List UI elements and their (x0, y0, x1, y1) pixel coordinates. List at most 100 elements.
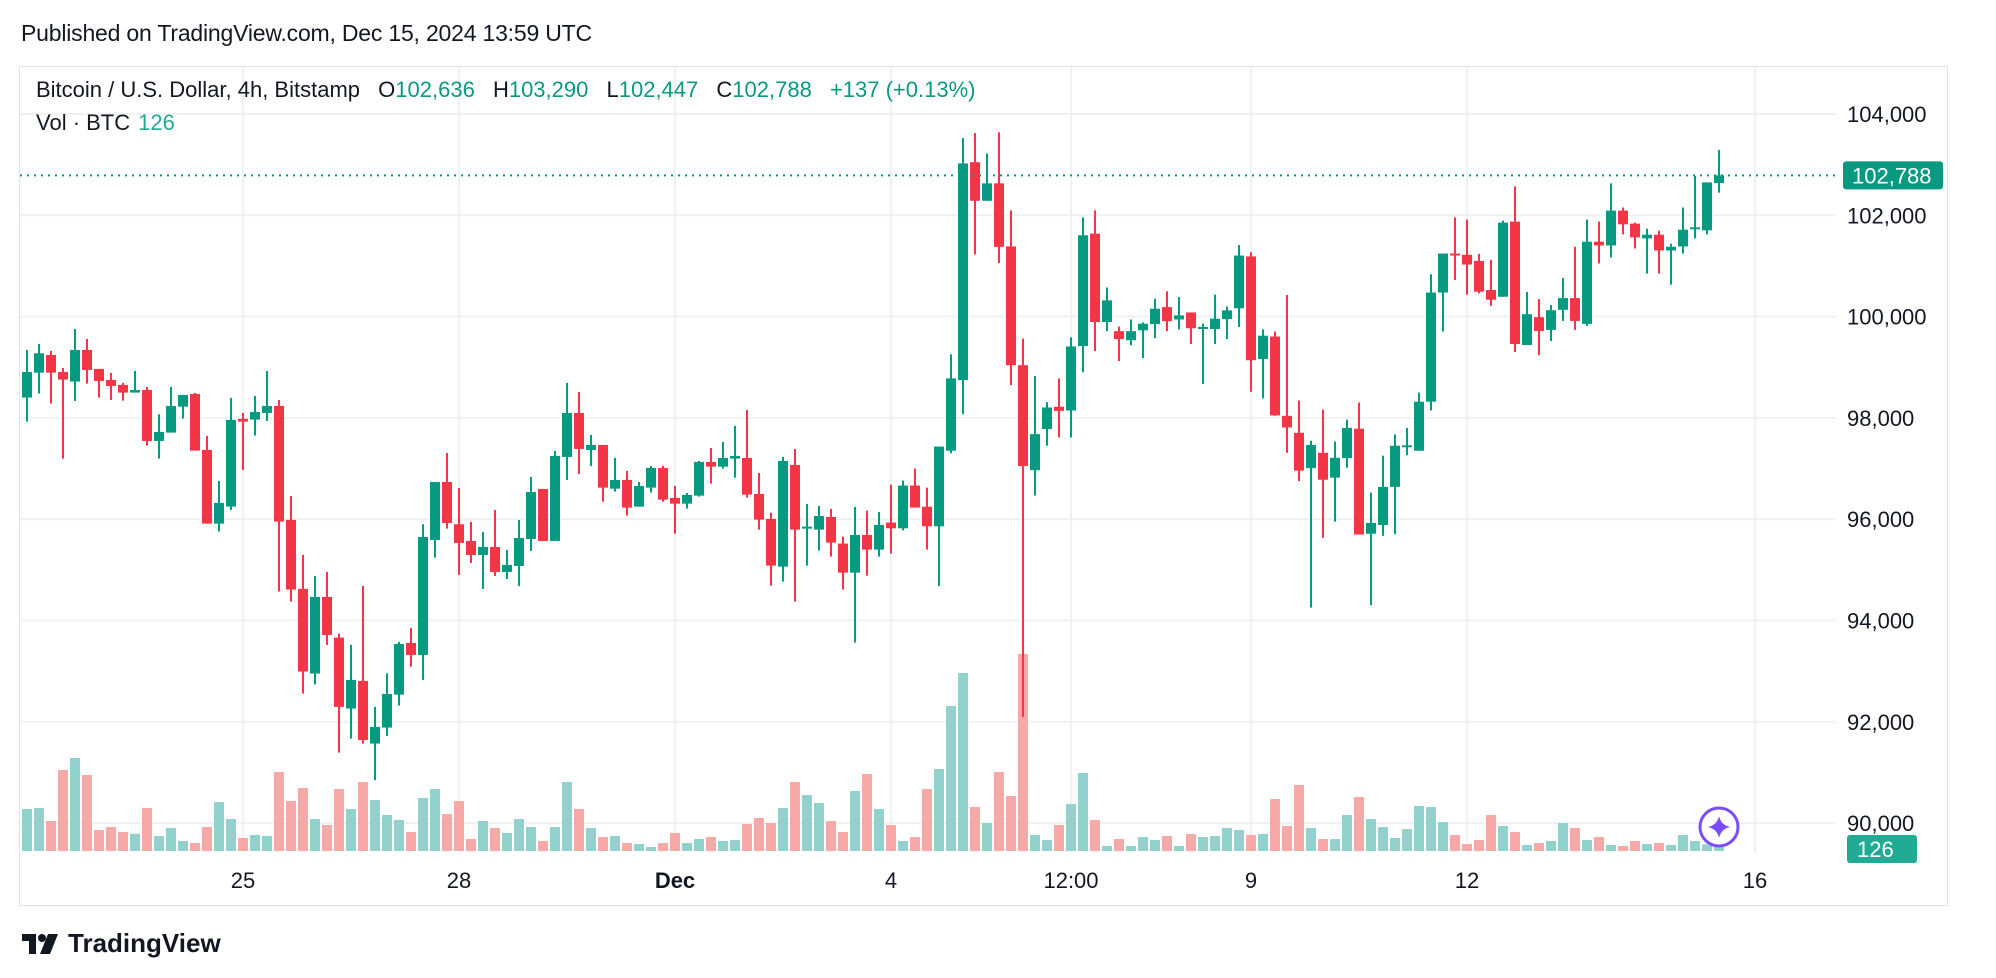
candle-body[interactable] (1450, 253, 1460, 256)
candle-body[interactable] (1534, 317, 1544, 331)
candle-body[interactable] (730, 455, 740, 459)
candle-body[interactable] (1402, 445, 1412, 448)
candle-body[interactable] (1054, 406, 1064, 411)
candle-body[interactable] (298, 588, 308, 672)
candle-body[interactable] (334, 637, 344, 707)
candle-body[interactable] (238, 418, 248, 422)
candle-body[interactable] (1090, 233, 1100, 323)
candle-body[interactable] (454, 524, 464, 543)
candle-body[interactable] (1498, 222, 1508, 297)
candle-body[interactable] (1678, 229, 1688, 247)
candle-body[interactable] (1426, 292, 1436, 402)
candle-body[interactable] (430, 481, 440, 540)
candle-body[interactable] (1438, 253, 1448, 293)
candle-body[interactable] (1546, 310, 1556, 330)
candle-body[interactable] (202, 449, 212, 524)
candle-body[interactable] (1078, 235, 1088, 347)
candle-body[interactable] (1126, 331, 1136, 341)
candle-body[interactable] (1618, 210, 1628, 225)
candle-body[interactable] (346, 679, 356, 709)
candle-body[interactable] (1594, 241, 1604, 246)
candle-body[interactable] (262, 405, 272, 413)
candle-body[interactable] (562, 412, 572, 457)
candle-body[interactable] (1378, 486, 1388, 526)
candle-body[interactable] (934, 446, 944, 527)
candle-body[interactable] (154, 431, 164, 441)
candle-body[interactable] (886, 522, 896, 529)
candle-body[interactable] (1138, 323, 1148, 331)
candle-body[interactable] (1330, 457, 1340, 478)
candle-body[interactable] (1630, 223, 1640, 238)
candle-body[interactable] (682, 494, 692, 504)
candle-body[interactable] (1702, 182, 1712, 231)
candle-body[interactable] (1522, 314, 1532, 346)
candle-body[interactable] (1714, 175, 1724, 184)
candle-body[interactable] (22, 371, 32, 398)
candle-body[interactable] (142, 389, 152, 441)
volume-legend-label[interactable]: Vol · BTC (36, 110, 131, 135)
candle-body[interactable] (1258, 335, 1268, 359)
candle-body[interactable] (1114, 331, 1124, 340)
candle-body[interactable] (1186, 312, 1196, 329)
candle-body[interactable] (946, 378, 956, 451)
candle-body[interactable] (898, 485, 908, 529)
candle-body[interactable] (622, 479, 632, 508)
candle-body[interactable] (166, 405, 176, 433)
candle-body[interactable] (106, 379, 116, 386)
candle-body[interactable] (1210, 318, 1220, 330)
candle-body[interactable] (70, 349, 80, 382)
candle-body[interactable] (1282, 415, 1292, 428)
candle-body[interactable] (598, 444, 608, 488)
candle-body[interactable] (118, 384, 128, 393)
candle-body[interactable] (1390, 445, 1400, 487)
candle-body[interactable] (1246, 256, 1256, 361)
candle-body[interactable] (466, 540, 476, 555)
candle-body[interactable] (322, 596, 332, 635)
candle-body[interactable] (634, 485, 644, 507)
candle-body[interactable] (718, 457, 728, 467)
candle-body[interactable] (826, 516, 836, 543)
candle-body[interactable] (1654, 234, 1664, 251)
candle-body[interactable] (1174, 315, 1184, 320)
candle-body[interactable] (214, 502, 224, 524)
candle-body[interactable] (1018, 365, 1028, 467)
candle-body[interactable] (1366, 522, 1376, 534)
candle-body[interactable] (754, 493, 764, 520)
candlestick-chart[interactable]: 104,000 102,000 100,000 98,000 96,000 94,000 9… (20, 67, 1949, 907)
candle-body[interactable] (1198, 326, 1208, 329)
candle-body[interactable] (1642, 234, 1652, 239)
candle-body[interactable] (1474, 260, 1484, 292)
candle-body[interactable] (1354, 428, 1364, 535)
candle-body[interactable] (958, 163, 968, 381)
candle-body[interactable] (550, 455, 560, 541)
candle-body[interactable] (850, 534, 860, 573)
candle-body[interactable] (1234, 255, 1244, 309)
candle-body[interactable] (802, 526, 812, 529)
candle-body[interactable] (358, 680, 368, 740)
candle-body[interactable] (922, 506, 932, 527)
candle-body[interactable] (58, 371, 68, 380)
candle-body[interactable] (1222, 310, 1232, 320)
candle-body[interactable] (814, 515, 824, 530)
candle-body[interactable] (502, 564, 512, 572)
candle-body[interactable] (790, 464, 800, 530)
candle-body[interactable] (574, 412, 584, 449)
candle-body[interactable] (250, 411, 260, 420)
candle-body[interactable] (1150, 308, 1160, 325)
candle-body[interactable] (1606, 210, 1616, 246)
chart-pane[interactable]: 104,000 102,000 100,000 98,000 96,000 94,000 9… (19, 66, 1948, 906)
candle-body[interactable] (910, 485, 920, 508)
candle-body[interactable] (310, 596, 320, 674)
candle-body[interactable] (190, 393, 200, 451)
candle-body[interactable] (862, 534, 872, 550)
candle-body[interactable] (94, 368, 104, 381)
candle-body[interactable] (286, 519, 296, 590)
candle-body[interactable] (874, 524, 884, 550)
candle-body[interactable] (1042, 407, 1052, 430)
candle-body[interactable] (526, 491, 536, 539)
candle-body[interactable] (1486, 290, 1496, 300)
candle-body[interactable] (538, 488, 548, 541)
candle-body[interactable] (274, 405, 284, 522)
candle-body[interactable] (370, 726, 380, 744)
candle-body[interactable] (1006, 246, 1016, 366)
